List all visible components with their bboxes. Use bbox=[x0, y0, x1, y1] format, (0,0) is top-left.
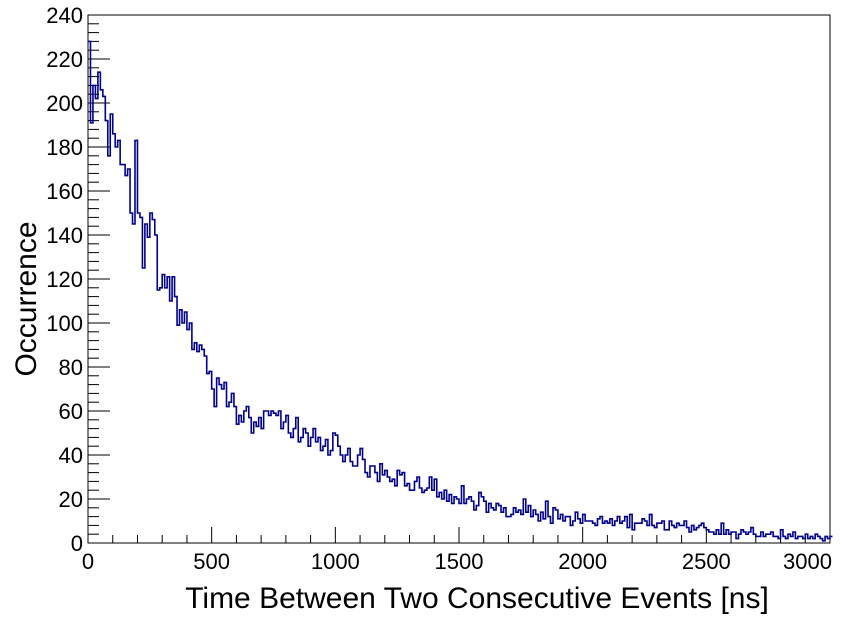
x-axis-title: Time Between Two Consecutive Events [ns] bbox=[185, 582, 769, 615]
y-tick-label: 120 bbox=[46, 267, 83, 292]
y-tick-label: 240 bbox=[46, 3, 83, 28]
histogram-series-line bbox=[88, 40, 833, 542]
x-axis-ticks: 0 500 1000 1500 2000 2500 3000 bbox=[82, 527, 832, 574]
x-tick-label: 1500 bbox=[435, 549, 484, 574]
x-tick-label: 1000 bbox=[311, 549, 360, 574]
y-tick-label: 200 bbox=[46, 91, 83, 116]
y-tick-label: 100 bbox=[46, 311, 83, 336]
y-tick-label: 20 bbox=[59, 487, 83, 512]
y-tick-label: 160 bbox=[46, 179, 83, 204]
x-tick-label: 3000 bbox=[783, 549, 832, 574]
y-tick-label: 0 bbox=[71, 531, 83, 556]
y-tick-label: 180 bbox=[46, 135, 83, 160]
y-tick-label: 40 bbox=[59, 443, 83, 468]
x-tick-label: 2500 bbox=[682, 549, 731, 574]
y-tick-label: 140 bbox=[46, 223, 83, 248]
y-tick-label: 220 bbox=[46, 47, 83, 72]
x-tick-label: 500 bbox=[193, 549, 230, 574]
y-tick-label: 60 bbox=[59, 399, 83, 424]
y-axis-title: Occurrence bbox=[10, 221, 43, 376]
x-tick-label: 0 bbox=[82, 549, 94, 574]
y-tick-label: 80 bbox=[59, 355, 83, 380]
y-axis-ticks: 0 20 40 60 80 100 120 140 160 180 200 220 240 bbox=[46, 3, 110, 556]
x-tick-label: 2000 bbox=[558, 549, 607, 574]
